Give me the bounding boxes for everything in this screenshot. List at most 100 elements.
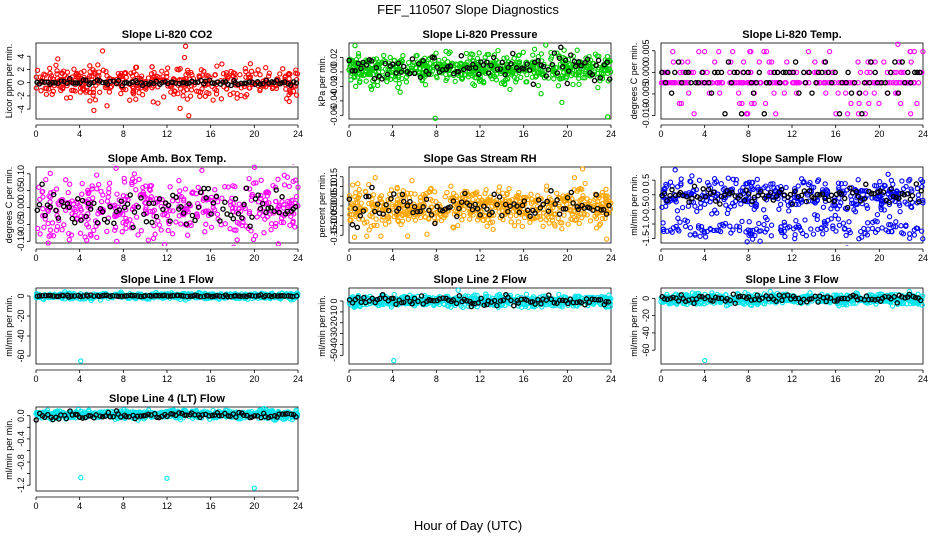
data-point [91,107,97,114]
data-point [456,205,462,212]
data-point [280,219,287,226]
data-point [114,238,120,244]
data-point [679,204,686,211]
data-point [489,219,496,225]
data-point [511,74,518,80]
data-point [540,201,546,208]
data-point [806,188,813,194]
data-point [220,206,226,212]
data-point [750,227,756,234]
data-point [49,91,55,97]
data-point [846,80,852,86]
data-point [846,219,852,225]
data-point [89,183,95,189]
data-point [820,231,826,237]
data-point [53,293,60,300]
data-point [529,59,535,66]
data-point [347,217,353,223]
data-point [535,197,542,203]
data-point [590,207,596,213]
x-tick-label: 8 [434,129,439,139]
data-point [148,79,154,86]
y-tick-label: 0.10 [16,165,26,183]
data-point [748,69,754,76]
data-point [519,223,526,230]
data-point [579,166,586,172]
data-point [698,224,705,230]
data-point [761,111,768,117]
data-point [728,59,734,65]
data-point [203,221,209,227]
panel-title: Slope Gas Stream RH [423,153,536,165]
data-point [762,214,769,221]
data-point [899,178,905,184]
data-point [498,80,505,86]
x-tick-label: 4 [77,253,82,263]
data-point [349,68,356,74]
data-point [136,90,142,96]
data-point [741,80,747,86]
data-point [562,206,569,212]
data-point [379,76,385,82]
data-point [514,203,520,209]
data-point [571,208,577,215]
data-point [842,225,848,232]
data-point [396,192,402,198]
data-point [697,205,704,211]
data-point [858,188,864,194]
data-point [41,224,47,230]
data-point [48,73,55,79]
data-point [118,198,124,204]
data-point [178,194,185,200]
data-point [745,191,752,197]
data-point [823,226,829,233]
data-point [576,81,582,88]
data-point [250,236,257,243]
data-point [908,204,914,210]
data-point [876,100,882,107]
data-point [470,81,476,87]
x-tick-label: 16 [519,374,529,384]
data-point [564,73,570,80]
data-point [598,207,604,213]
data-point [561,47,567,53]
data-point [372,175,378,181]
data-point [97,89,103,95]
data-point [530,52,536,58]
data-point [442,194,448,200]
data-point [474,206,481,212]
data-point [225,81,231,88]
data-point [443,77,449,84]
data-point [580,193,586,199]
data-point [129,181,135,188]
data-point [750,179,756,186]
data-point [502,80,508,87]
data-point [748,48,754,55]
data-point [679,59,685,65]
data-point [241,80,248,86]
data-point [67,181,73,187]
data-point [826,48,833,55]
data-point [496,194,503,200]
data-point [823,187,830,193]
data-point [293,194,300,200]
data-point [911,232,918,238]
data-point [870,219,876,225]
data-point [391,191,397,197]
data-point [88,233,94,239]
data-point [822,59,829,65]
data-point [909,204,915,211]
data-point [689,195,695,201]
data-point [523,79,529,85]
data-point [268,221,275,227]
data-point [710,189,717,195]
data-point [47,170,53,177]
data-point [784,225,791,231]
data-point [878,206,884,213]
data-point [232,183,238,190]
data-point [474,55,481,62]
points [33,43,301,119]
data-point [104,292,110,299]
x-tick-label: 24 [293,253,303,263]
